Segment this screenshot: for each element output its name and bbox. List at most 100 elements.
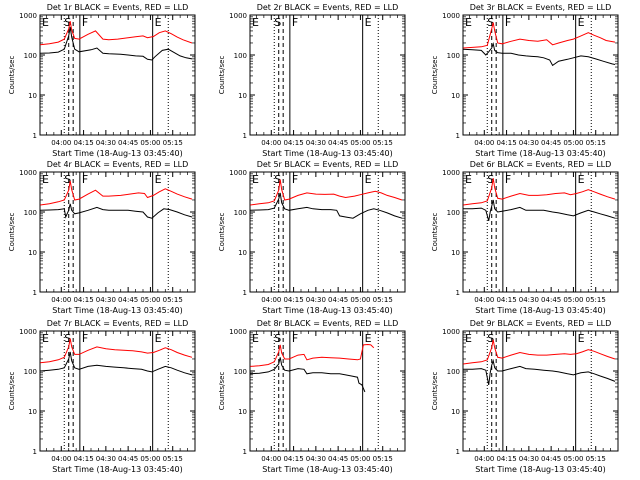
panel-1: Det 1r BLACK = Events, RED = LLD 1 10 100 10…: [8, 3, 196, 158]
x-axis-label: Start Time (18-Aug-13 03:45:40): [475, 465, 606, 474]
x-tick-label: 04:45: [541, 455, 561, 463]
panel-title: Det 5r BLACK = Events, RED = LLD: [257, 160, 399, 169]
series-lld-line: [463, 22, 616, 49]
x-tick-label: 04:15: [496, 296, 516, 304]
x-tick-label: 04:00: [474, 139, 494, 147]
plot-frame: [249, 171, 406, 293]
y-tick-label: 10: [238, 249, 247, 257]
panel-7: Det 7r BLACK = Events, RED = LLD 1 10 100 10…: [8, 319, 196, 474]
x-tick-label: 05:00: [140, 455, 160, 463]
panel-title: Det 8r BLACK = Events, RED = LLD: [257, 319, 399, 328]
plot-frame: [249, 330, 406, 452]
marker-label-e: E: [252, 332, 259, 345]
y-tick-label: 1000: [19, 169, 37, 177]
series-events-line: [463, 358, 616, 385]
x-tick-label: 04:30: [519, 455, 539, 463]
marker-label-e: E: [465, 332, 472, 345]
marker-label-e: E: [465, 16, 472, 29]
marker-label-s: S: [487, 16, 494, 29]
x-tick-label: 04:00: [51, 296, 71, 304]
x-axis-label: Start Time (18-Aug-13 03:45:40): [262, 306, 393, 315]
marker-label-f: F: [505, 332, 511, 345]
panel-8: Det 8r BLACK = Events, RED = LLD 1 10 100 10…: [218, 319, 406, 474]
y-tick-label: 1000: [229, 12, 247, 20]
x-tick-label: 04:30: [306, 296, 326, 304]
x-tick-label: 05:15: [163, 139, 183, 147]
marker-label-s: S: [64, 173, 71, 186]
y-tick-label: 100: [24, 368, 37, 376]
x-tick-label: 04:30: [519, 296, 539, 304]
x-tick-label: 05:00: [140, 296, 160, 304]
marker-label-e: E: [365, 332, 372, 345]
x-axis-label: Start Time (18-Aug-13 03:45:40): [475, 149, 606, 158]
series-events-line: [250, 192, 403, 219]
x-tick-label: 04:45: [118, 455, 138, 463]
y-tick-label: 10: [28, 92, 37, 100]
marker-label-s: S: [274, 332, 281, 345]
panel-3: Det 3r BLACK = Events, RED = LLD 1 10 100 10…: [431, 3, 619, 158]
x-tick-label: 04:45: [541, 139, 561, 147]
marker-label-s: S: [274, 16, 281, 29]
plot-frame: [39, 171, 196, 293]
x-axis-label: Start Time (18-Aug-13 03:45:40): [52, 465, 183, 474]
y-tick-label: 1: [456, 448, 460, 456]
y-axis-label: Counts/sec: [431, 213, 439, 252]
x-tick-label: 04:30: [306, 139, 326, 147]
y-tick-label: 100: [24, 209, 37, 217]
series-lld-line: [463, 339, 616, 365]
panel-9: Det 9r BLACK = Events, RED = LLD 1 10 100 10…: [431, 319, 619, 474]
panel-title: Det 6r BLACK = Events, RED = LLD: [470, 160, 612, 169]
y-tick-label: 10: [238, 92, 247, 100]
marker-label-e: E: [365, 173, 372, 186]
y-axis-label: Counts/sec: [8, 372, 16, 411]
x-tick-label: 05:15: [373, 455, 393, 463]
y-tick-label: 10: [451, 408, 460, 416]
series-lld-line: [40, 21, 193, 46]
x-tick-label: 04:00: [51, 455, 71, 463]
y-tick-label: 1: [243, 289, 247, 297]
series-events-line: [40, 351, 193, 376]
series-lld-line: [463, 178, 616, 206]
x-tick-label: 05:15: [163, 296, 183, 304]
marker-label-e: E: [155, 332, 162, 345]
plot-frame: [462, 330, 619, 452]
y-tick-label: 1: [33, 289, 37, 297]
y-axis-label: Counts/sec: [8, 213, 16, 252]
x-tick-label: 05:00: [350, 139, 370, 147]
y-tick-label: 1000: [19, 12, 37, 20]
x-tick-label: 05:15: [586, 296, 606, 304]
panel-title: Det 7r BLACK = Events, RED = LLD: [47, 319, 189, 328]
y-tick-label: 10: [238, 408, 247, 416]
series-events-line: [40, 203, 193, 219]
y-axis-label: Counts/sec: [218, 372, 226, 411]
x-tick-label: 04:15: [73, 296, 93, 304]
x-tick-label: 05:15: [373, 296, 393, 304]
y-tick-label: 1: [456, 132, 460, 140]
x-tick-label: 04:15: [283, 139, 303, 147]
y-tick-label: 100: [234, 209, 247, 217]
marker-label-e: E: [252, 16, 259, 29]
y-tick-label: 100: [24, 52, 37, 60]
x-tick-label: 04:00: [474, 455, 494, 463]
y-axis-label: Counts/sec: [218, 213, 226, 252]
plot-frame: [39, 14, 196, 136]
x-tick-label: 05:00: [140, 139, 160, 147]
plot-frame: [462, 14, 619, 136]
x-tick-label: 05:00: [350, 455, 370, 463]
y-tick-label: 1: [456, 289, 460, 297]
y-tick-label: 1000: [19, 328, 37, 336]
x-tick-label: 04:30: [96, 296, 116, 304]
series-lld-line: [250, 179, 403, 206]
x-tick-label: 04:15: [283, 296, 303, 304]
x-tick-label: 04:30: [519, 139, 539, 147]
y-tick-label: 1: [33, 448, 37, 456]
x-tick-label: 04:00: [51, 139, 71, 147]
x-tick-label: 05:00: [563, 296, 583, 304]
series-lld-line: [40, 338, 193, 364]
series-events-line: [250, 357, 366, 393]
x-axis-label: Start Time (18-Aug-13 03:45:40): [262, 149, 393, 158]
marker-label-e: E: [42, 16, 49, 29]
marker-label-f: F: [292, 16, 298, 29]
marker-label-e: E: [155, 16, 162, 29]
series-events-line: [40, 26, 193, 61]
